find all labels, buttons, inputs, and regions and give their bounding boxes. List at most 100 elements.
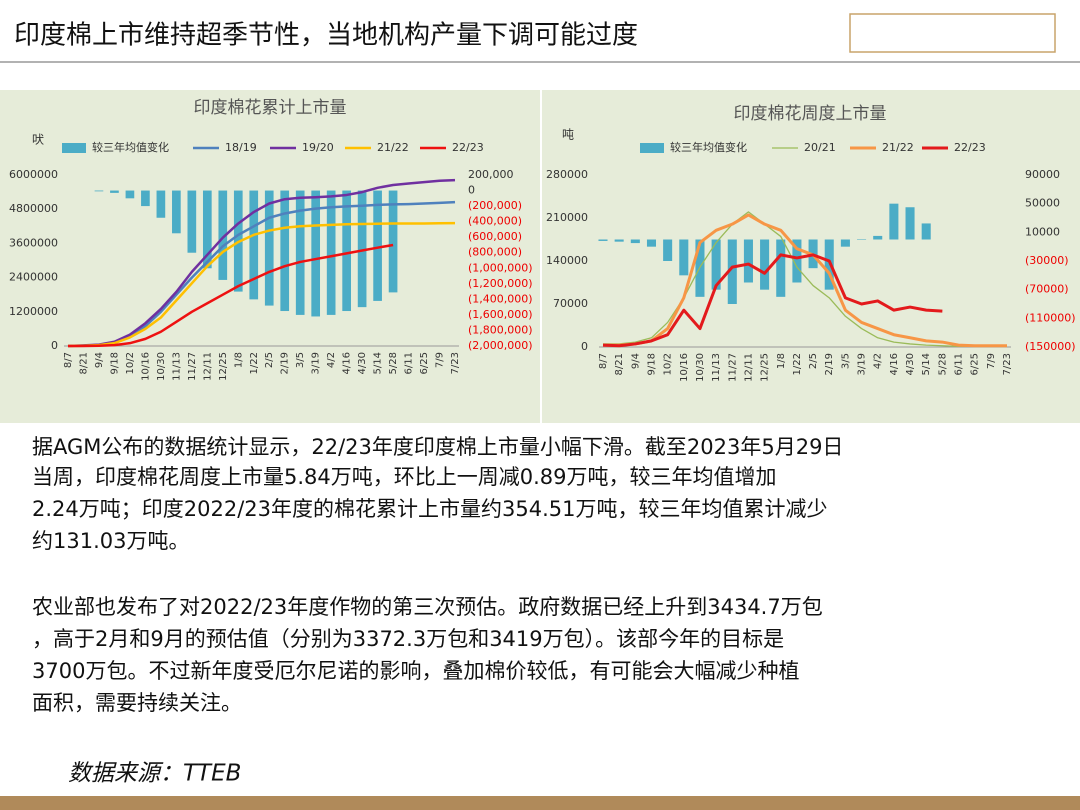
body-text: 当周，印度棉花周度上市量5.84万吨，环比上一周减0.89万吨，较三年均值增加: [32, 465, 777, 489]
bar: [663, 239, 673, 261]
bar: [679, 239, 689, 276]
x-tick-label: 9/18: [646, 353, 657, 375]
legend-label: 22/23: [452, 141, 484, 154]
y2-tick-label: (1,800,000): [468, 323, 533, 336]
x-tick-label: 10/2: [125, 352, 136, 374]
legend-label: 20/21: [804, 141, 836, 154]
x-tick-label: 11/27: [727, 353, 738, 382]
x-tick-label: 1/22: [249, 352, 260, 374]
y2-tick-label: (2,000,000): [468, 339, 533, 352]
x-tick-label: 6/25: [970, 353, 981, 375]
x-tick-label: 9/4: [94, 352, 105, 368]
bar: [776, 239, 786, 297]
y2-tick-label: (800,000): [468, 246, 522, 259]
x-tick-label: 7/23: [450, 352, 461, 374]
bar: [388, 190, 398, 293]
logo: [849, 13, 1056, 53]
x-tick-label: 3/19: [311, 352, 322, 374]
y-tick-label: 6000000: [9, 168, 58, 181]
body-text: 农业部也发布了对2022/23年度作物的第三次预估。政府数据已经上升到3434.…: [32, 595, 823, 619]
x-tick-label: 6/11: [404, 352, 415, 374]
bar: [921, 223, 931, 240]
bar: [760, 239, 770, 290]
x-tick-label: 11/13: [171, 352, 182, 381]
bar: [218, 190, 228, 280]
bar: [711, 239, 721, 290]
y2-tick-label: (70000): [1025, 283, 1069, 296]
x-tick-label: 8/7: [598, 353, 609, 369]
bar: [311, 190, 321, 317]
bar: [202, 190, 212, 269]
bar: [630, 239, 640, 244]
y-tick-label: 140000: [546, 254, 588, 267]
bar: [598, 239, 608, 241]
x-tick-label: 2/19: [280, 352, 291, 374]
x-tick-label: 11/13: [711, 353, 722, 382]
x-tick-label: 4/30: [357, 352, 368, 374]
y2-tick-label: (1,000,000): [468, 261, 533, 274]
bar: [373, 190, 382, 301]
y2-tick-label: (200,000): [468, 199, 522, 212]
legend-label: 18/19: [225, 141, 257, 154]
series-line: [603, 211, 1007, 348]
bar: [172, 190, 181, 234]
series-line: [67, 221, 456, 348]
y2-tick-label: (1,600,000): [468, 308, 533, 321]
x-tick-label: 5/28: [937, 353, 948, 375]
y2-tick-label: (110000): [1025, 311, 1076, 324]
legend-label: 19/20: [302, 141, 334, 154]
series-line: [602, 253, 943, 348]
bar: [905, 207, 915, 240]
bar: [280, 190, 290, 312]
x-tick-label: 3/5: [840, 353, 851, 369]
slide-title: 印度棉上市维持超季节性，当地机构产量下调可能过度: [14, 21, 638, 51]
x-tick-label: 9/4: [630, 353, 641, 369]
legend-swatch: [62, 143, 86, 153]
source: 数据来源：TTEB: [68, 761, 241, 787]
x-tick-label: 12/25: [218, 352, 229, 381]
x-tick-label: 8/21: [614, 353, 625, 375]
x-tick-label: 7/9: [986, 353, 997, 369]
series-line: [67, 178, 456, 348]
x-tick-label: 2/19: [824, 353, 835, 375]
x-tick-label: 10/2: [663, 353, 674, 375]
footer-bar: [0, 796, 1080, 810]
y-tick-label: 3600000: [9, 236, 58, 249]
x-tick-label: 8/21: [78, 352, 89, 374]
chart-title: 印度棉花累计上市量: [194, 98, 347, 118]
bar: [342, 190, 351, 312]
x-tick-label: 4/16: [342, 352, 353, 374]
y-tick-label: 4800000: [9, 202, 58, 215]
bar: [840, 239, 850, 247]
x-tick-label: 4/30: [905, 353, 916, 375]
body-text: 3700万包。不过新年度受厄尔尼诺的影响，叠加棉价较低，有可能会大幅减少种植: [32, 659, 799, 683]
bar: [743, 239, 753, 283]
x-tick-label: 1/8: [776, 353, 787, 369]
y-tick-label: 0: [581, 340, 588, 353]
bar: [614, 239, 624, 242]
bar: [873, 235, 883, 240]
y-tick-label: 1200000: [9, 305, 58, 318]
series-line: [68, 243, 394, 348]
y2-tick-label: 200,000: [468, 168, 514, 181]
bar: [357, 190, 367, 308]
y2-tick-label: 50000: [1025, 197, 1060, 210]
x-tick-label: 6/25: [419, 352, 430, 374]
bar: [889, 203, 899, 240]
bar: [94, 190, 104, 192]
x-tick-label: 2/5: [808, 353, 819, 369]
legend-label: 较三年均值变化: [92, 140, 169, 154]
y2-tick-label: (400,000): [468, 215, 522, 228]
x-tick-label: 11/27: [187, 352, 198, 381]
bar: [727, 239, 737, 304]
x-tick-label: 6/11: [954, 353, 965, 375]
x-tick-label: 1/8: [233, 352, 244, 368]
chart-title: 印度棉花周度上市量: [734, 104, 887, 124]
x-tick-label: 5/14: [921, 353, 932, 375]
x-tick-label: 12/11: [743, 353, 754, 382]
axis-unit: 吨: [562, 128, 574, 142]
x-tick-label: 4/2: [873, 353, 884, 369]
x-tick-label: 4/2: [326, 352, 337, 368]
x-tick-label: 12/11: [202, 352, 213, 381]
legend-label: 21/22: [377, 141, 409, 154]
